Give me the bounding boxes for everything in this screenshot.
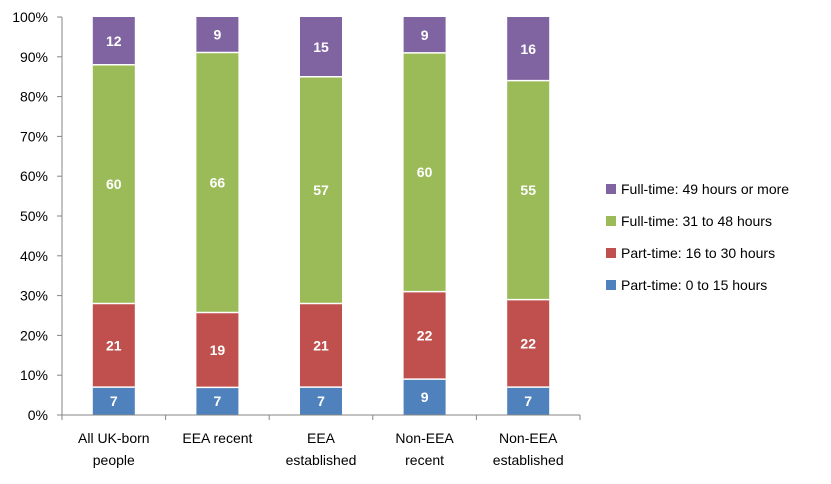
axes: 0% 10% 20% 30% 40% 50% 60% 70% 80% 90% 100% All UK-… [12,9,581,468]
x-tick-label: established [286,452,357,468]
bar-segment-5-3 [507,80,550,300]
legend-label-3: Full-time: 31 to 48 hours [621,213,772,229]
bar-segment-1-1 [92,387,135,415]
data-label: 60 [417,164,433,180]
y-tick-label: 40% [20,248,48,264]
data-label: 21 [313,337,329,353]
bar-segment-4-3 [403,52,446,292]
legend-label-1: Part-time: 0 to 15 hours [621,277,767,293]
data-label: 12 [106,33,122,49]
y-tick-label: 70% [20,128,48,144]
x-tick-label: recent [405,452,444,468]
bar-segment-4-4 [403,17,446,53]
y-tick-label: 0% [28,407,48,423]
plot-area: 7 21 60 12 7 19 66 9 7 21 57 15 9 22 60 9 7 22 55 16 [92,17,550,415]
bar-segment-3-3 [300,76,342,304]
legend: Full-time: 49 hours or more Full-time: 31… [606,181,789,293]
data-label: 22 [520,335,536,351]
bar-segment-3-1 [300,387,342,415]
x-tick-label: established [493,452,564,468]
legend-label-2: Part-time: 16 to 30 hours [621,245,775,261]
y-tick-label: 20% [20,327,48,343]
legend-swatch-3 [606,216,616,226]
bar-segment-2-1 [196,387,239,415]
data-label: 19 [210,342,226,358]
bar-segment-1-2 [92,303,135,388]
data-label: 9 [421,27,429,43]
bar-segment-4-1 [403,379,446,415]
bar-segment-3-2 [300,303,342,388]
y-tick-label: 30% [20,288,48,304]
bar-segment-4-2 [403,291,446,380]
data-label: 22 [417,327,433,343]
y-tick-label: 100% [12,9,48,25]
legend-swatch-1 [606,280,616,290]
bar-segment-2-3 [196,52,239,313]
x-tick-label: EEA recent [182,430,252,446]
x-tick-label: Non-EEA [395,430,454,446]
bar-segment-1-4 [92,17,135,65]
legend-swatch-2 [606,248,616,258]
data-label: 9 [214,27,222,43]
bar-segment-5-2 [507,299,550,388]
y-tick-label: 90% [20,49,48,65]
data-label: 57 [313,182,329,198]
bar-segment-1-3 [92,64,135,304]
data-label: 7 [214,393,222,409]
data-label: 55 [520,182,536,198]
data-label: 66 [210,175,226,191]
x-tick-label: people [93,452,135,468]
bar-segment-2-2 [196,312,239,388]
data-label: 60 [106,176,122,192]
data-label: 9 [421,389,429,405]
y-tick-label: 80% [20,89,48,105]
y-tick-label: 50% [20,208,48,224]
y-tick-label: 60% [20,168,48,184]
bar-segment-5-1 [507,387,550,415]
y-tick-label: 10% [20,367,48,383]
bar-segment-2-4 [196,17,239,53]
data-label: 7 [317,393,325,409]
data-label: 21 [106,337,122,353]
bar-segment-3-4 [300,17,342,77]
data-label: 15 [313,39,329,55]
x-tick-label: Non-EEA [499,430,558,446]
data-label: 7 [524,393,532,409]
legend-swatch-4 [606,184,616,194]
bar-segment-5-4 [507,17,550,81]
x-tick-label: EEA [307,430,336,446]
x-tick-label: All UK-born [78,430,150,446]
legend-label-4: Full-time: 49 hours or more [621,181,789,197]
data-label: 7 [110,393,118,409]
data-label: 16 [520,41,536,57]
